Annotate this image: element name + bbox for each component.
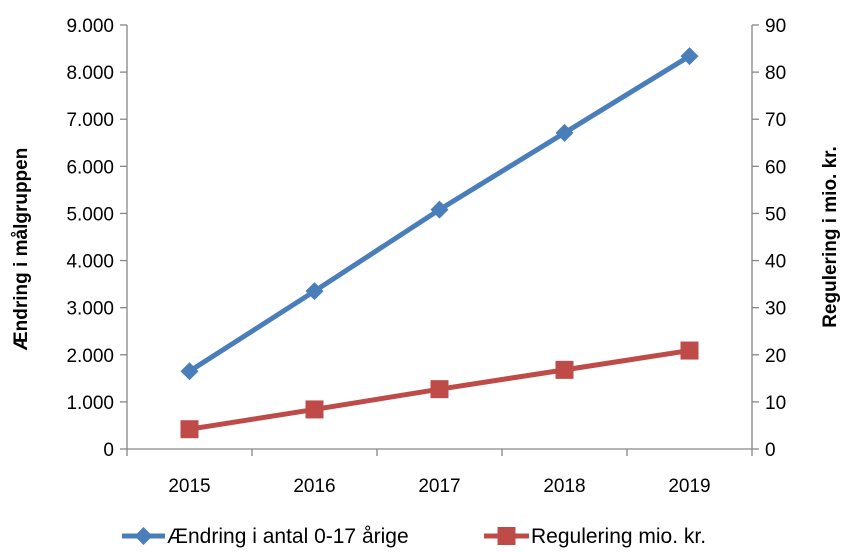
right-tick-label: 90: [765, 16, 786, 37]
x-tick-label: 2019: [668, 476, 710, 497]
x-tick-label: 2016: [293, 476, 335, 497]
left-tick-label: 8.000: [66, 63, 114, 84]
legend-square-marker-icon: [497, 527, 516, 545]
data-point-square: [680, 341, 699, 360]
left-tick-label: 9.000: [66, 16, 114, 37]
left-tick-label: 0: [103, 440, 114, 461]
left-axis-title: Ændring i målgruppen: [11, 148, 32, 351]
data-point-square: [430, 380, 449, 399]
left-tick-label: 2.000: [66, 346, 114, 367]
legend-label-series-2: Regulering mio. kr.: [531, 525, 706, 548]
x-tick-label: 2017: [418, 476, 460, 497]
right-tick-label: 0: [765, 440, 776, 461]
data-point-diamond: [680, 47, 699, 66]
axes: [126, 25, 753, 450]
right-axis-title: Regulering i mio. kr.: [820, 146, 841, 328]
legend: Ændring i antal 0-17 årige Regulering mi…: [122, 525, 706, 548]
left-tick-label: 7.000: [66, 110, 114, 131]
left-tick-label: 5.000: [66, 204, 114, 225]
legend-diamond-marker-icon: [134, 527, 153, 545]
right-tick-label: 20: [765, 346, 786, 367]
right-tick-label: 10: [765, 393, 786, 414]
right-tick-label: 50: [765, 204, 786, 225]
x-tick-label: 2018: [543, 476, 585, 497]
right-tick-label: 60: [765, 157, 786, 178]
left-axis-ticks: 0 1.000 2.000 3.000 4.000 5.000 6.000 7.000 8.00…: [66, 16, 127, 461]
left-tick-label: 6.000: [66, 157, 114, 178]
x-axis-ticks: 2015 2016 2017 2018 2019: [126, 449, 753, 497]
right-tick-label: 40: [765, 252, 786, 273]
series-markers: [180, 47, 699, 439]
data-point-diamond: [430, 200, 449, 219]
series-lines: [188, 53, 691, 432]
right-axis-ticks: 0 10 20 30 40 50 60 70 80 90: [752, 16, 786, 461]
right-tick-label: 70: [765, 110, 786, 131]
data-point-square: [180, 420, 199, 439]
left-tick-label: 4.000: [66, 252, 114, 273]
data-point-diamond: [180, 362, 199, 381]
data-point-diamond: [305, 282, 324, 301]
x-tick-label: 2015: [168, 476, 210, 497]
data-point-square: [555, 360, 574, 379]
legend-label-series-1: Ændring i antal 0-17 årige: [167, 525, 409, 548]
right-tick-label: 80: [765, 63, 786, 84]
data-point-diamond: [555, 123, 574, 142]
data-point-square: [305, 400, 324, 419]
right-tick-label: 30: [765, 299, 786, 320]
left-tick-label: 3.000: [66, 299, 114, 320]
left-tick-label: 1.000: [66, 393, 114, 414]
